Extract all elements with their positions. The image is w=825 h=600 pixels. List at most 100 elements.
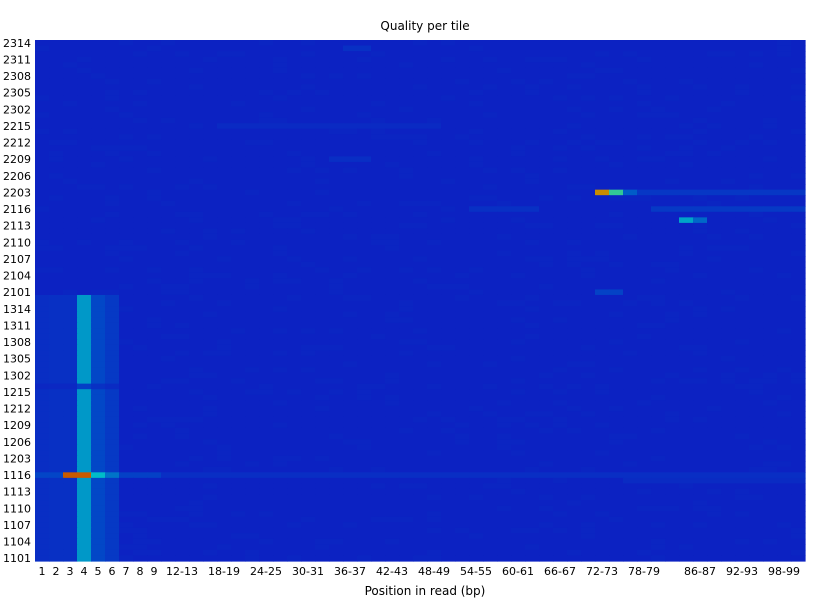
heatmap-cell	[203, 483, 218, 490]
heatmap-cell	[273, 378, 288, 385]
heatmap-cell	[49, 422, 64, 429]
heatmap-cell	[357, 389, 372, 396]
heatmap-cell	[637, 538, 652, 545]
heatmap-cell	[595, 239, 610, 246]
heatmap-cell	[679, 416, 694, 424]
heatmap-cell	[357, 427, 372, 435]
heatmap-cell	[49, 156, 64, 163]
heatmap-cell	[217, 306, 232, 313]
heatmap-cell	[259, 40, 274, 47]
heatmap-cell	[161, 322, 176, 329]
heatmap-cell	[497, 466, 512, 473]
heatmap-cell	[749, 383, 764, 390]
heatmap-cell	[637, 62, 652, 69]
heatmap-cell	[581, 405, 596, 412]
heatmap-cell	[539, 139, 554, 146]
heatmap-cell	[651, 328, 666, 335]
heatmap-cell	[637, 283, 652, 291]
heatmap-cell	[147, 361, 162, 368]
heatmap-cell	[371, 444, 386, 451]
heatmap-cell	[105, 511, 120, 518]
heatmap-cell	[357, 161, 372, 169]
heatmap-cell	[595, 494, 610, 501]
heatmap-cell	[427, 123, 442, 130]
heatmap-cell	[217, 106, 232, 113]
heatmap-cell	[525, 527, 540, 534]
heatmap-cell	[735, 394, 750, 401]
heatmap-cell	[231, 95, 246, 102]
heatmap-cell	[483, 150, 498, 157]
heatmap-cell	[455, 289, 470, 296]
heatmap-cell	[553, 527, 568, 534]
heatmap-cell	[693, 200, 708, 207]
heatmap-cell	[763, 233, 778, 241]
heatmap-cell	[581, 56, 596, 63]
heatmap-cell	[35, 538, 50, 545]
heatmap-cell	[455, 222, 470, 230]
heatmap-cell	[735, 178, 750, 185]
heatmap-cell	[539, 195, 554, 202]
heatmap-cell	[357, 211, 372, 218]
heatmap-cell	[539, 78, 554, 85]
heatmap-cell	[147, 261, 162, 268]
heatmap-cell	[217, 411, 232, 418]
heatmap-cell	[441, 344, 456, 351]
heatmap-cell	[217, 62, 232, 69]
heatmap-cell	[497, 488, 512, 496]
heatmap-cell	[203, 233, 218, 241]
heatmap-cell	[231, 466, 246, 473]
heatmap-cell	[399, 472, 414, 479]
heatmap-cell	[287, 40, 302, 47]
heatmap-cell	[329, 128, 344, 135]
heatmap-cell	[581, 400, 596, 407]
heatmap-cell	[287, 161, 302, 169]
heatmap-cell	[329, 333, 344, 340]
heatmap-cell	[315, 538, 330, 545]
heatmap-cell	[343, 239, 358, 246]
heatmap-cell	[721, 350, 736, 357]
heatmap-cell	[539, 522, 554, 529]
heatmap-cell	[777, 134, 792, 141]
heatmap-cell	[315, 51, 330, 58]
heatmap-cell	[245, 233, 260, 241]
heatmap-cell	[161, 433, 176, 440]
heatmap-cell	[455, 522, 470, 529]
heatmap-cell	[427, 139, 442, 146]
heatmap-cell	[49, 189, 64, 196]
heatmap-cell	[441, 289, 456, 296]
heatmap-cell	[217, 300, 232, 307]
heatmap-cell	[203, 433, 218, 440]
heatmap-cell	[413, 472, 428, 479]
heatmap-cell	[35, 106, 50, 113]
heatmap-cell	[651, 367, 666, 374]
heatmap-cell	[623, 444, 638, 451]
heatmap-cell	[161, 245, 176, 252]
heatmap-cell	[147, 322, 162, 329]
heatmap-cell	[693, 294, 708, 302]
heatmap-cell	[385, 112, 400, 119]
heatmap-cell	[637, 322, 652, 329]
heatmap-cell	[539, 455, 554, 462]
heatmap-cell	[147, 416, 162, 424]
heatmap-cell	[539, 350, 554, 357]
heatmap-cell	[609, 145, 624, 152]
heatmap-cell	[413, 289, 428, 296]
heatmap-cell	[749, 62, 764, 69]
heatmap-cell	[189, 361, 204, 368]
heatmap-cell	[553, 477, 568, 484]
heatmap-cell	[497, 250, 512, 257]
heatmap-cell	[203, 139, 218, 146]
heatmap-cell	[455, 89, 470, 97]
heatmap-cell	[763, 123, 778, 130]
chart-title: Quality per tile	[380, 19, 469, 33]
heatmap-cell	[105, 461, 120, 468]
heatmap-cell	[651, 455, 666, 462]
heatmap-cell	[301, 405, 316, 412]
heatmap-cell	[511, 189, 526, 196]
heatmap-cell	[735, 466, 750, 473]
heatmap-cell	[259, 123, 274, 130]
heatmap-cell	[385, 178, 400, 185]
heatmap-cell	[315, 405, 330, 412]
heatmap-cell	[259, 200, 274, 207]
heatmap-cell	[175, 228, 190, 235]
